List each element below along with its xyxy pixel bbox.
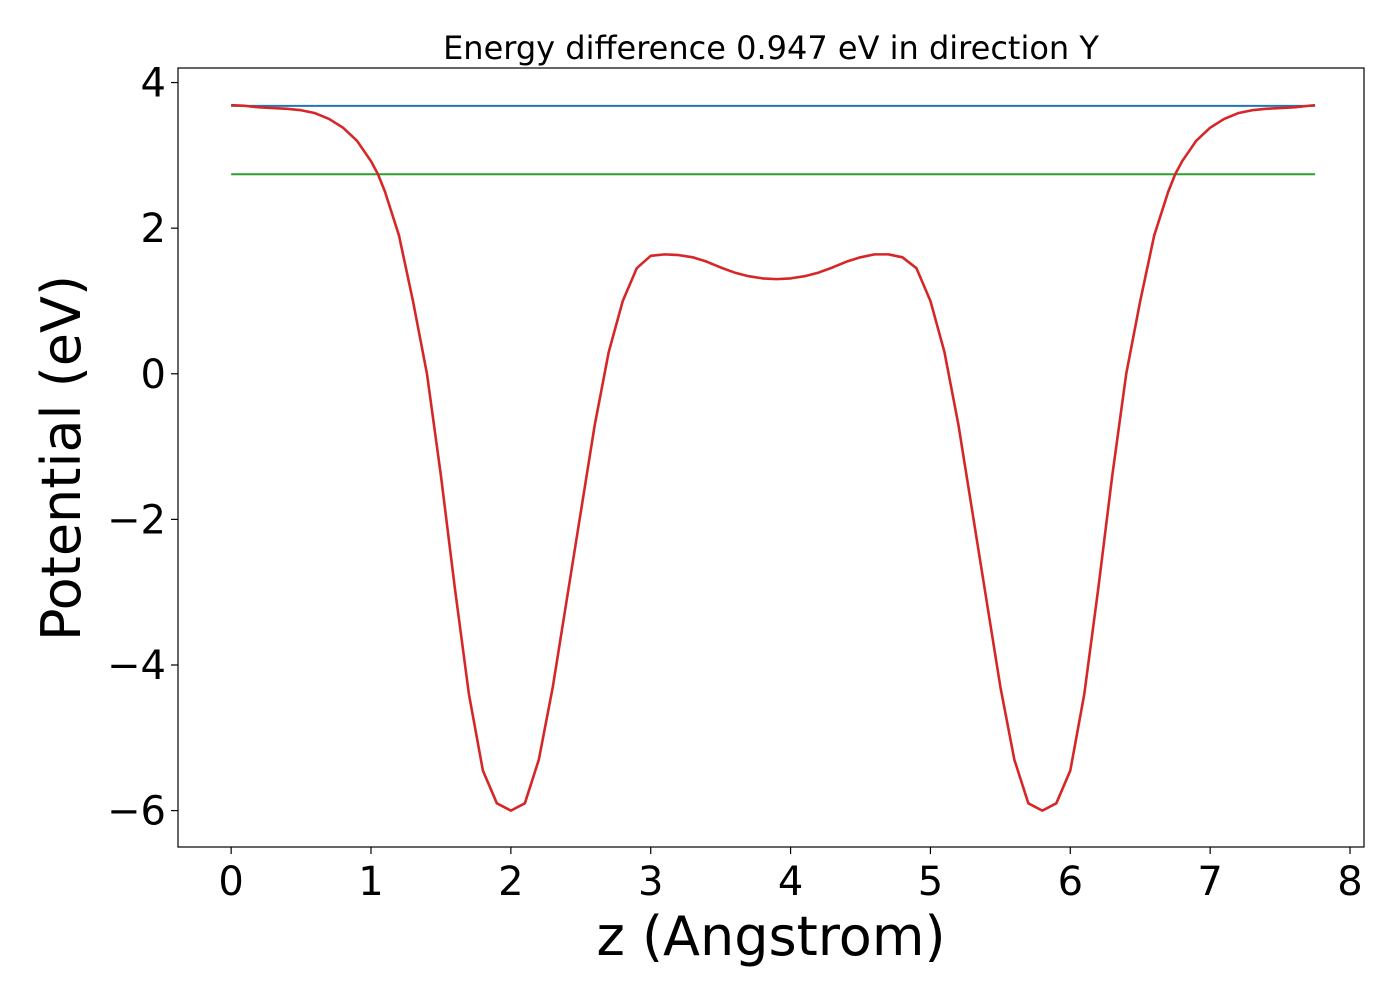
x-axis-ticks: 0 1 2 3 4 5 6 7 8 — [218, 847, 1363, 905]
x-tick-label: 2 — [498, 859, 523, 905]
x-tick-label: 7 — [1197, 859, 1222, 905]
series-layer — [231, 103, 1316, 812]
x-tick-label: 8 — [1337, 859, 1362, 905]
y-tick-label: −2 — [107, 497, 166, 543]
y-tick-label: −6 — [107, 789, 166, 835]
y-tick-label: 0 — [141, 352, 166, 398]
y-axis-ticks: −6 −4 −2 0 2 4 — [107, 61, 178, 835]
x-tick-label: 4 — [778, 859, 803, 905]
x-tick-label: 0 — [218, 859, 243, 905]
chart-title: Energy difference 0.947 eV in direction … — [443, 29, 1099, 67]
plot-area-frame — [177, 67, 1365, 848]
x-tick-label: 5 — [918, 859, 943, 905]
y-tick-label: −4 — [107, 643, 166, 689]
x-tick-label: 6 — [1058, 859, 1083, 905]
y-axis-label: Potential (eV) — [30, 275, 93, 641]
x-axis-label: z (Angstrom) — [596, 905, 945, 968]
series-line-3 — [231, 103, 1316, 812]
x-tick-label: 3 — [638, 859, 663, 905]
x-tick-label: 1 — [358, 859, 383, 905]
y-tick-label: 4 — [141, 61, 166, 107]
y-tick-label: 2 — [141, 206, 166, 252]
